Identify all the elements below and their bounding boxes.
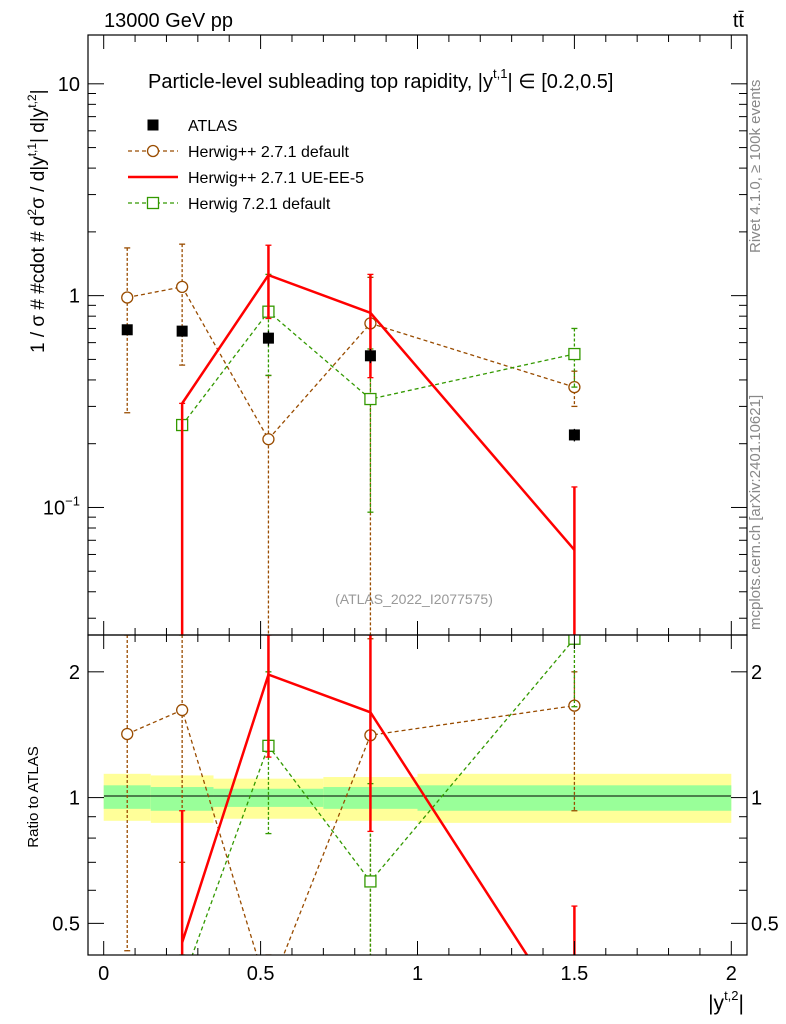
ratio-y-tick-label: 2 xyxy=(69,662,80,684)
uncertainty-band-inner xyxy=(150,787,214,811)
process-label: tt̄ xyxy=(733,10,745,32)
data-point xyxy=(121,324,133,336)
main-y-axis-label: 1 / σ # #cdot # d2σ / d|yt,1| d|yt,2| xyxy=(25,89,49,353)
series-herwig-2-7-1-ue-ee-5 xyxy=(179,635,578,955)
ratio-y-tick-label-right: 0.5 xyxy=(751,913,779,935)
series-herwig-2-7-1-default xyxy=(121,243,581,635)
x-axis-label: |yt,2| xyxy=(708,988,744,1015)
x-tick-label: 0.5 xyxy=(247,963,275,985)
data-point xyxy=(175,703,189,717)
x-tick-label: 1.5 xyxy=(560,963,588,985)
data-point xyxy=(364,392,377,406)
y-tick-label: 10−1 xyxy=(43,493,80,519)
legend-marker xyxy=(147,119,159,131)
ratio-series-group xyxy=(121,635,581,999)
series-line xyxy=(181,310,575,426)
main-panel: 10 1 10−1 Particle-level subleading top ra… xyxy=(25,34,748,636)
data-point xyxy=(175,280,189,294)
series-line xyxy=(180,672,529,955)
watermark: (ATLAS_2022_I2077575) xyxy=(335,591,493,607)
legend-label: Herwig 7.2.1 default xyxy=(188,196,331,213)
legend-item-atlas: ATLAS xyxy=(147,118,238,135)
series-herwig-7-2-1-default xyxy=(177,635,581,988)
data-point xyxy=(364,350,376,362)
ratio-axis-ticks: 2 2 1 1 0.5 0.5 0 0.5 1 1.5 2 xyxy=(52,635,779,985)
main-title: Particle-level subleading top rapidity, … xyxy=(148,66,613,93)
data-point xyxy=(121,727,134,741)
main-series-group xyxy=(121,243,581,635)
legend-marker xyxy=(146,144,160,158)
series-line xyxy=(126,704,575,955)
data-point xyxy=(568,429,580,441)
legend-item-herwig-2-7-1-default: Herwig++ 2.7.1 default xyxy=(128,144,350,161)
ratio-y-axis-label: Ratio to ATLAS xyxy=(25,746,42,847)
legend-label: Herwig++ 2.7.1 UE-EE-5 xyxy=(188,170,364,187)
mcplots-label: mcplots.cern.ch [arXiv:2401.10621] xyxy=(747,395,764,630)
legend-marker xyxy=(146,196,160,210)
ratio-y-tick-label: 1 xyxy=(69,788,80,810)
series-line xyxy=(191,638,575,955)
ratio-bands-group xyxy=(103,773,732,823)
data-point xyxy=(176,325,188,337)
y-tick-label: 1 xyxy=(69,286,80,308)
data-point xyxy=(262,332,274,344)
ratio-panel: 2 2 1 1 0.5 0.5 0 0.5 1 1.5 2 Ratio to ATLAS |yt,2… xyxy=(25,634,779,1015)
x-tick-label: 0 xyxy=(98,963,109,985)
rivet-label: Rivet 4.1.0, ≥ 100k events xyxy=(747,80,764,253)
data-point xyxy=(177,977,188,988)
data-point xyxy=(568,347,581,361)
ratio-y-tick-label: 0.5 xyxy=(52,913,80,935)
data-point xyxy=(121,291,134,304)
series-line xyxy=(181,273,576,551)
legend-label: Herwig++ 2.7.1 default xyxy=(188,144,350,161)
data-point xyxy=(263,988,274,999)
data-point xyxy=(262,433,275,446)
x-tick-label: 1 xyxy=(412,963,423,985)
legend-item-herwig-2-7-1-ue-ee-5: Herwig++ 2.7.1 UE-EE-5 xyxy=(128,170,364,187)
legend-item-herwig-7-2-1-default: Herwig 7.2.1 default xyxy=(128,196,331,213)
series-herwig-2-7-1-ue-ee-5 xyxy=(179,244,578,635)
series-herwig-2-7-1-default xyxy=(121,635,581,999)
ratio-y-tick-label-right: 2 xyxy=(751,662,762,684)
main-axis-ticks: 10 1 10−1 xyxy=(43,35,747,635)
energy-label: 13000 GeV pp xyxy=(104,10,233,32)
x-tick-label: 2 xyxy=(726,963,737,985)
ratio-y-tick-label-right: 1 xyxy=(751,788,762,810)
y-tick-label: 10 xyxy=(58,74,80,96)
series-atlas xyxy=(121,324,580,442)
data-point xyxy=(364,875,377,888)
legend: ATLAS Herwig++ 2.7.1 default Herwig++ 2.7.… xyxy=(128,118,364,213)
series-line xyxy=(127,286,575,441)
series-herwig-7-2-1-default xyxy=(175,273,581,513)
legend-label: ATLAS xyxy=(188,118,238,135)
